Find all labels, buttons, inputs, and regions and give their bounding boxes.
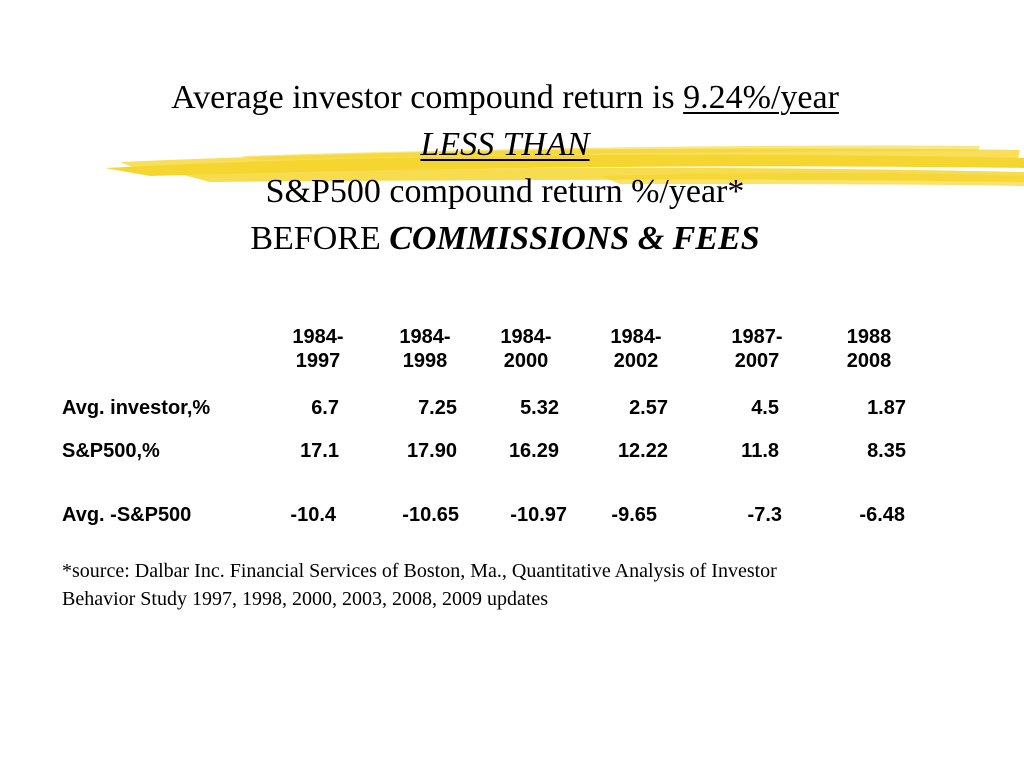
header-period-6-bottom: 2008	[846, 350, 892, 372]
table-cell: 11.8	[741, 440, 779, 462]
investor-return-value: 9.24%/year	[683, 79, 839, 116]
header-period-4: 1984- 2002	[591, 325, 681, 373]
source-line-1: *source: Dalbar Inc. Financial Services …	[62, 560, 777, 582]
table-cell: 8.35	[867, 440, 906, 462]
header-period-6-top: 1988	[846, 326, 892, 348]
table-cell: -7.3	[747, 504, 782, 526]
table-cell: 6.7	[311, 397, 339, 419]
table-cell: 5.32	[520, 397, 559, 419]
title-line-1-prefix: Average investor compound return is	[171, 79, 684, 116]
less-than-text: LESS THAN	[420, 126, 590, 163]
header-period-6: 1988 2008	[824, 325, 914, 373]
header-period-1-bottom: 1997	[295, 350, 341, 372]
row-label-avg-investor: Avg. investor,%	[62, 397, 211, 419]
table-cell: 12.22	[617, 440, 668, 462]
table-cell: 16.29	[508, 440, 559, 462]
header-period-2: 1984- 1998	[380, 325, 470, 373]
table-cell: -10.65	[402, 504, 459, 526]
header-period-4-top: 1984-	[610, 326, 662, 348]
header-period-5: 1987- 2007	[712, 325, 802, 373]
table-cell: 4.5	[751, 397, 779, 419]
table-cell: 17.90	[406, 440, 457, 462]
header-period-3-top: 1984-	[500, 326, 552, 348]
source-line-2: Behavior Study 1997, 1998, 2000, 2003, 2…	[62, 588, 549, 610]
header-period-2-bottom: 1998	[402, 350, 448, 372]
table-cell: -10.97	[510, 504, 567, 526]
header-period-2-top: 1984-	[399, 326, 451, 348]
header-period-3: 1984- 2000	[481, 325, 571, 373]
header-period-4-bottom: 2002	[613, 350, 659, 372]
table-cell: 7.25	[418, 397, 457, 419]
title-line-4: BEFORE COMMISSIONS & FEES	[0, 215, 1010, 262]
table-cell: 2.57	[629, 397, 668, 419]
source-footnote: *source: Dalbar Inc. Financial Services …	[62, 557, 962, 613]
table-cell: 17.1	[300, 440, 339, 462]
header-period-3-bottom: 2000	[503, 350, 549, 372]
header-period-1-top: 1984-	[292, 326, 344, 348]
row-label-sp500: S&P500,%	[62, 440, 160, 462]
title-line-1: Average investor compound return is 9.24…	[0, 74, 1010, 121]
header-period-5-bottom: 2007	[734, 350, 780, 372]
header-period-1: 1984- 1997	[273, 325, 363, 373]
title-line-4-prefix: BEFORE	[250, 220, 390, 257]
header-period-5-top: 1987-	[731, 326, 783, 348]
table-cell: -9.65	[611, 504, 657, 526]
table-cell: 1.87	[867, 397, 906, 419]
title-line-2: LESS THAN	[0, 121, 1010, 168]
table-cell: -6.48	[859, 504, 905, 526]
slide-title: Average investor compound return is 9.24…	[0, 74, 1010, 262]
row-label-difference: Avg. -S&P500	[62, 504, 192, 526]
table-cell: -10.4	[290, 504, 336, 526]
commissions-fees-text: COMMISSIONS & FEES	[389, 220, 760, 257]
title-line-3: S&P500 compound return %/year*	[265, 173, 745, 210]
